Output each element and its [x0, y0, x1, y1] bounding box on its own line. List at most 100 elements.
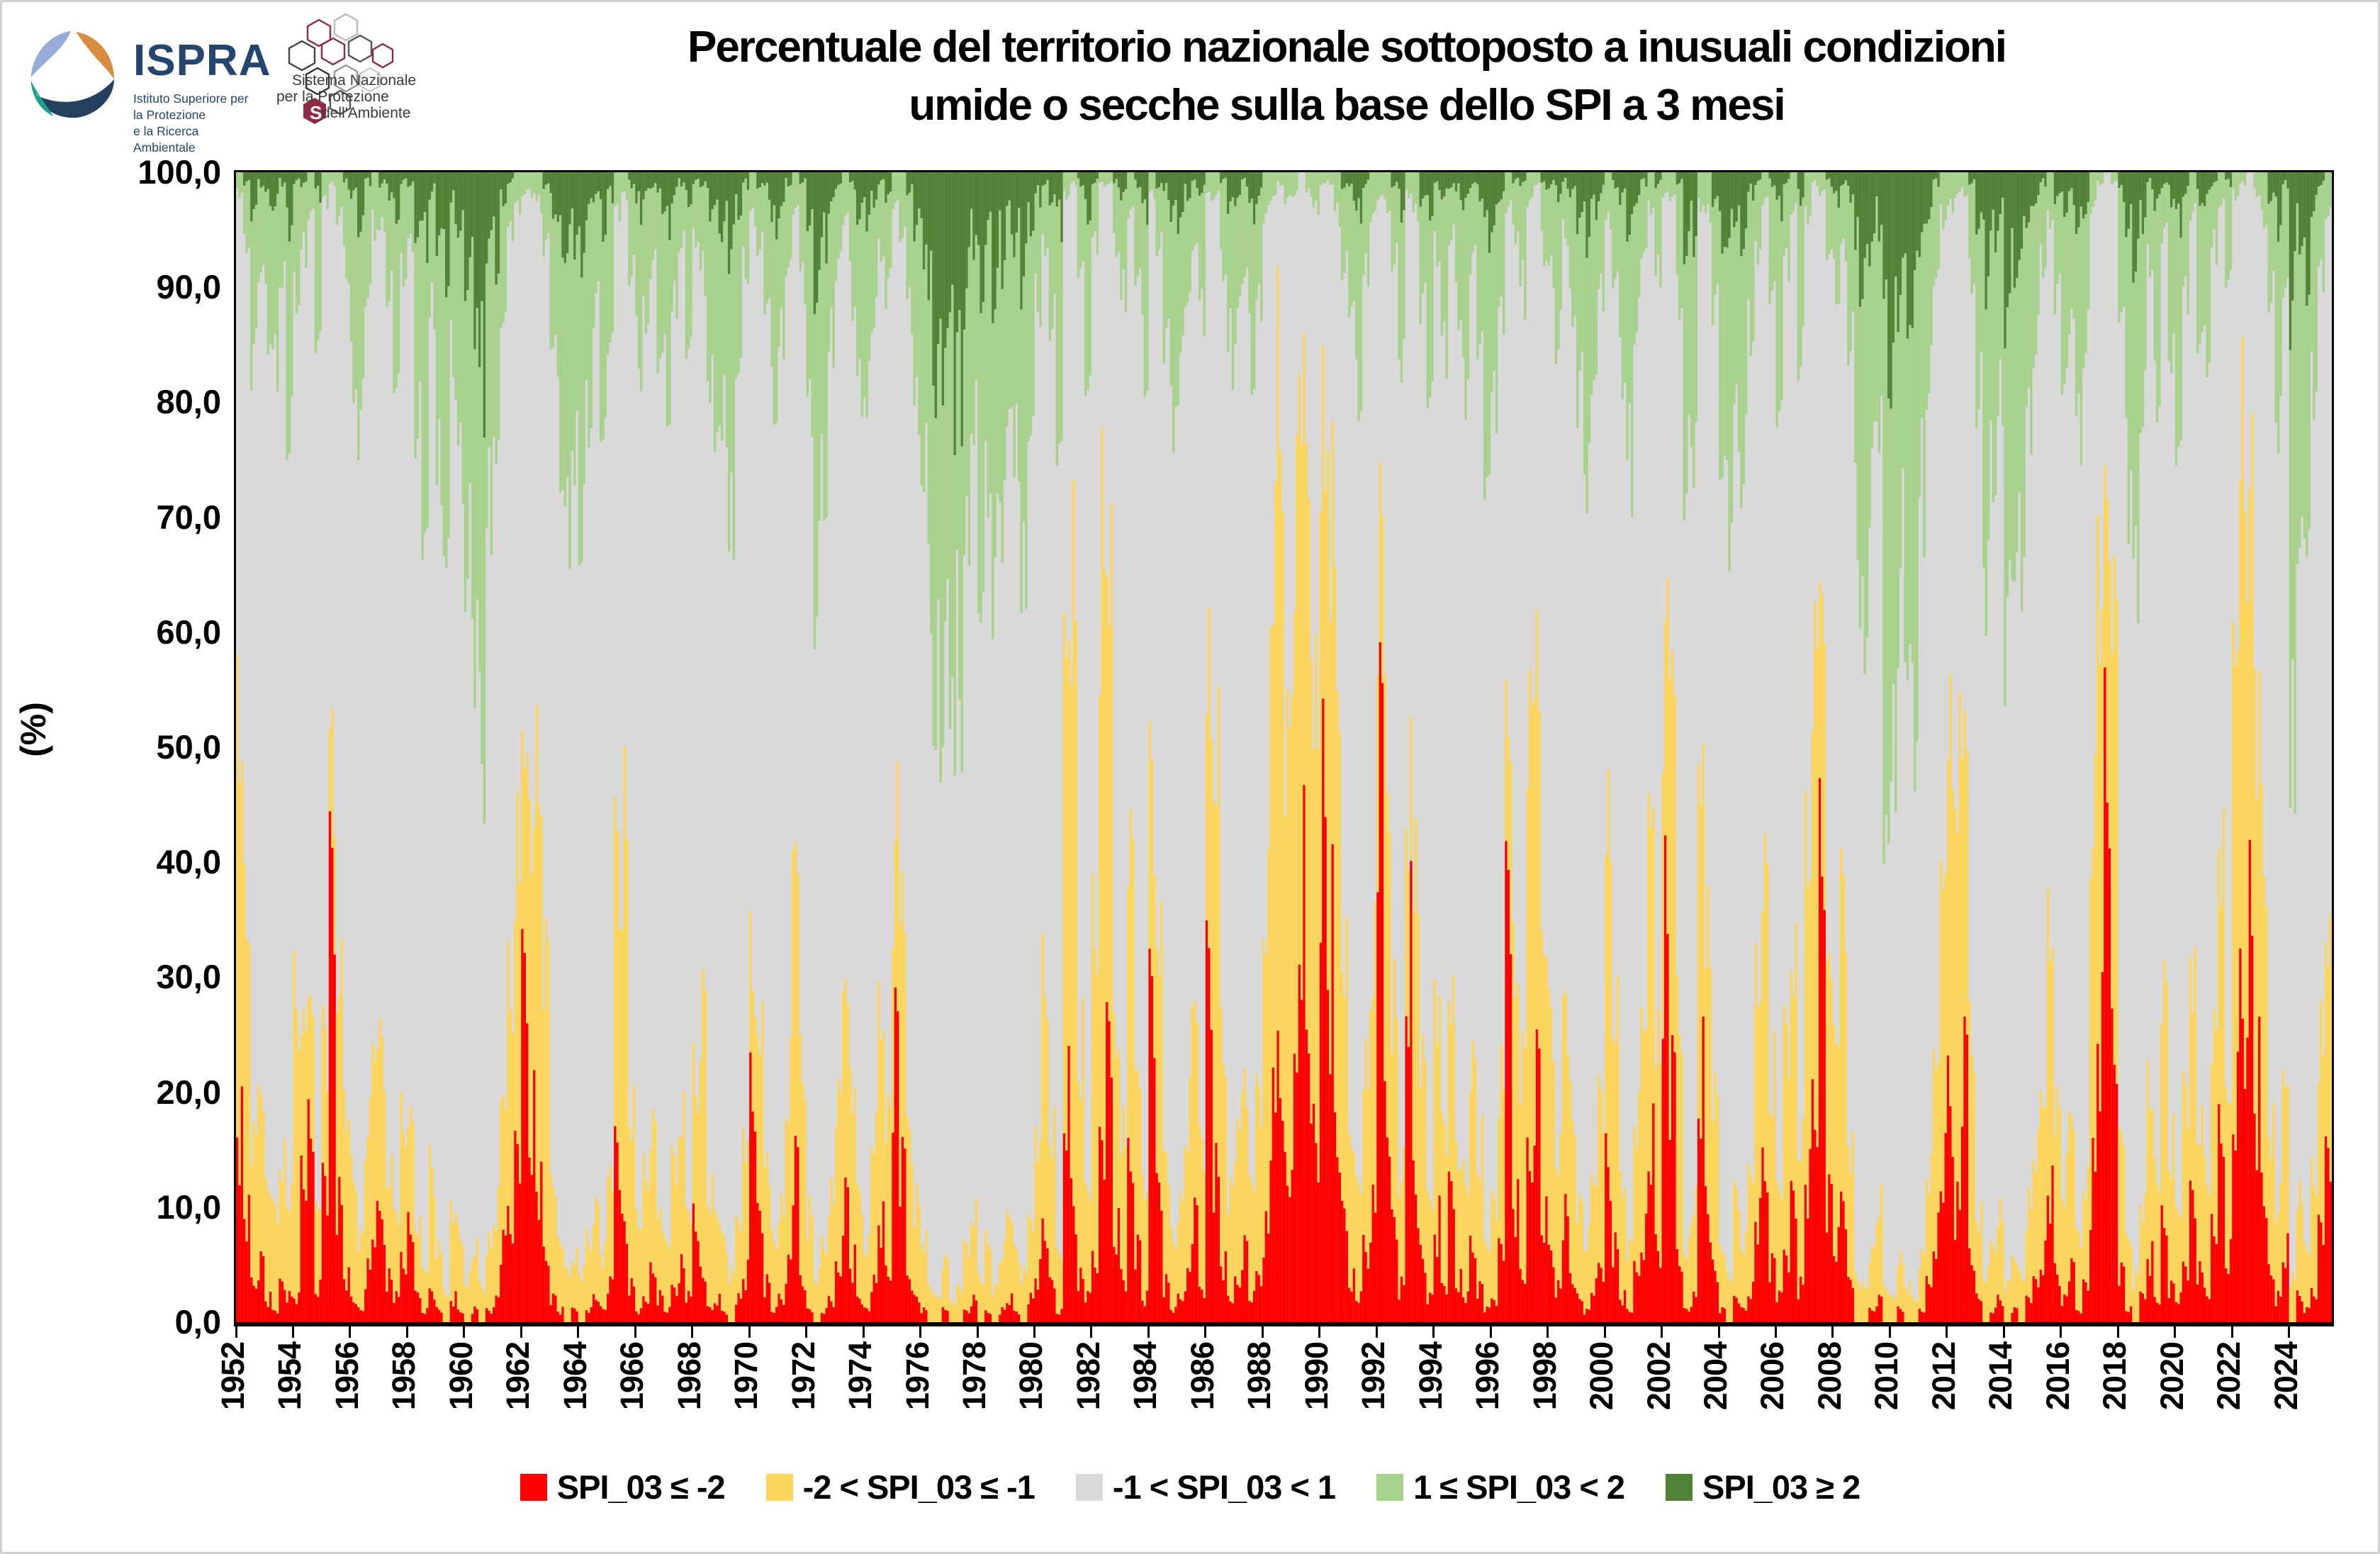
chart-title-line2: umide o secche sulla base dello SPI a 3 …: [909, 81, 1785, 130]
y-tick-label: 10,0: [156, 1187, 221, 1226]
plot-area: [236, 172, 2332, 1322]
x-tick-label: 2022: [2211, 1342, 2247, 1411]
x-tick-label: 2000: [1583, 1342, 1620, 1411]
legend: SPI_03 ≤ -2 -2 < SPI_03 ≤ -1 -1 < SPI_03 <…: [0, 1468, 2380, 1507]
x-tick-label: 2002: [1640, 1342, 1677, 1411]
snpa-logo: S Sistema Nazionale per la Protezione de…: [276, 7, 512, 149]
x-axis-tick: [1489, 1326, 1492, 1338]
x-axis-tick: [1033, 1326, 1035, 1338]
x-axis-tick: [1375, 1326, 1378, 1338]
x-tick-label: 2010: [1868, 1342, 1905, 1411]
snpa-logo-hexagons: S: [288, 13, 394, 124]
y-tick-label: 50,0: [156, 728, 221, 766]
ispra-subtitle: Istituto Superiore per la Protezione e l…: [133, 91, 249, 155]
y-axis-title: (%): [13, 702, 53, 757]
x-tick-label: 1956: [328, 1342, 365, 1411]
y-tick-label: 60,0: [156, 613, 221, 651]
x-axis-tick: [2002, 1326, 2005, 1338]
x-axis-tick: [1318, 1326, 1321, 1338]
ispra-logo: ISPRA Istituto Superiore per la Protezio…: [20, 20, 270, 155]
legend-swatch-red: [520, 1473, 547, 1501]
x-axis-tick: [2288, 1326, 2291, 1338]
chart-title: Percentuale del territorio nazionale sot…: [439, 18, 2254, 135]
legend-label-gray: -1 < SPI_03 < 1: [1112, 1468, 1336, 1506]
x-tick-label: 1970: [728, 1342, 765, 1411]
x-axis-tick: [1603, 1326, 1606, 1338]
x-tick-label: 2018: [2096, 1342, 2133, 1411]
bars-svg: [236, 172, 2332, 1322]
legend-item-light_green: 1 ≤ SPI_03 < 2: [1376, 1468, 1625, 1507]
x-tick-label: 1966: [614, 1342, 651, 1411]
x-axis-tick: [1888, 1326, 1891, 1338]
legend-swatch-light_green: [1376, 1473, 1404, 1501]
legend-label-yellow: -2 < SPI_03 ≤ -1: [802, 1468, 1035, 1506]
x-axis-tick: [235, 1326, 237, 1338]
x-tick-label: 1974: [842, 1342, 879, 1411]
x-tick-label: 1980: [1013, 1342, 1050, 1411]
legend-label-light_green: 1 ≤ SPI_03 < 2: [1413, 1468, 1625, 1506]
x-tick-label: 1962: [500, 1342, 537, 1411]
snpa-wordmark: Sistema Nazionale per la Protezione dell…: [276, 72, 417, 121]
x-axis-tick: [1204, 1326, 1207, 1338]
x-tick-label: 1998: [1526, 1342, 1563, 1411]
x-tick-label: 2012: [1925, 1342, 1962, 1411]
x-axis-tick: [1831, 1326, 1834, 1338]
x-axis-tick: [2060, 1326, 2062, 1338]
legend-swatch-gray: [1075, 1473, 1103, 1501]
legend-item-red: SPI_03 ≤ -2: [520, 1468, 726, 1507]
svg-text:S: S: [310, 102, 322, 123]
x-tick-label: 1952: [215, 1342, 251, 1411]
x-tick-label: 2008: [1811, 1342, 1848, 1411]
y-tick-label: 90,0: [156, 268, 221, 306]
x-tick-label: 1986: [1184, 1342, 1220, 1411]
x-axis-tick: [1661, 1326, 1663, 1338]
x-axis-tick: [2116, 1326, 2119, 1338]
legend-swatch-yellow: [765, 1473, 793, 1501]
x-axis-tick: [1261, 1326, 1264, 1338]
x-axis-tick: [1090, 1326, 1093, 1338]
legend-item-yellow: -2 < SPI_03 ≤ -1: [765, 1468, 1035, 1507]
x-tick-label: 1988: [1241, 1342, 1278, 1411]
x-tick-label: 1964: [556, 1342, 593, 1411]
legend-swatch-dark_green: [1666, 1473, 1693, 1501]
ispra-logo-mark: [30, 30, 114, 118]
x-axis-tick: [1547, 1326, 1549, 1338]
x-tick-label: 2020: [2153, 1342, 2190, 1411]
x-axis-tick: [1717, 1326, 1720, 1338]
legend-item-gray: -1 < SPI_03 < 1: [1075, 1468, 1336, 1507]
x-axis-tick: [976, 1326, 979, 1338]
x-axis-tick: [691, 1326, 694, 1338]
x-axis-tick: [1774, 1326, 1777, 1338]
y-tick-label: 70,0: [156, 498, 221, 536]
x-axis-tick: [2230, 1326, 2233, 1338]
x-axis-tick: [748, 1326, 751, 1338]
x-axis-tick: [1432, 1326, 1435, 1338]
x-axis-tick: [1147, 1326, 1150, 1338]
y-tick-label: 20,0: [156, 1073, 221, 1111]
y-tick-label: 0,0: [174, 1303, 221, 1341]
x-tick-label: 1976: [899, 1342, 936, 1411]
x-axis-tick: [405, 1326, 408, 1338]
x-tick-label: 2014: [1982, 1342, 2019, 1411]
ispra-wordmark: ISPRA: [133, 36, 271, 85]
x-tick-label: 1960: [442, 1342, 479, 1411]
x-axis-tick: [805, 1326, 808, 1338]
x-axis-tick: [634, 1326, 636, 1338]
x-axis-tick: [520, 1326, 522, 1338]
x-tick-label: 2024: [2267, 1342, 2304, 1411]
x-tick-label: 1992: [1355, 1342, 1392, 1411]
x-tick-label: 2004: [1697, 1342, 1734, 1411]
x-tick-label: 1994: [1412, 1342, 1449, 1411]
x-axis-tick: [919, 1326, 922, 1338]
x-tick-label: 1990: [1298, 1342, 1335, 1411]
x-axis-tick: [463, 1326, 466, 1338]
y-tick-label: 80,0: [156, 383, 221, 421]
x-tick-label: 1972: [785, 1342, 821, 1411]
x-tick-label: 2016: [2039, 1342, 2076, 1411]
x-tick-label: 2006: [1754, 1342, 1791, 1411]
x-tick-label: 1968: [670, 1342, 707, 1411]
y-tick-label: 40,0: [156, 843, 221, 881]
x-tick-label: 1958: [386, 1342, 422, 1411]
legend-item-dark_green: SPI_03 ≥ 2: [1666, 1468, 1860, 1507]
x-axis-tick: [1946, 1326, 1948, 1338]
